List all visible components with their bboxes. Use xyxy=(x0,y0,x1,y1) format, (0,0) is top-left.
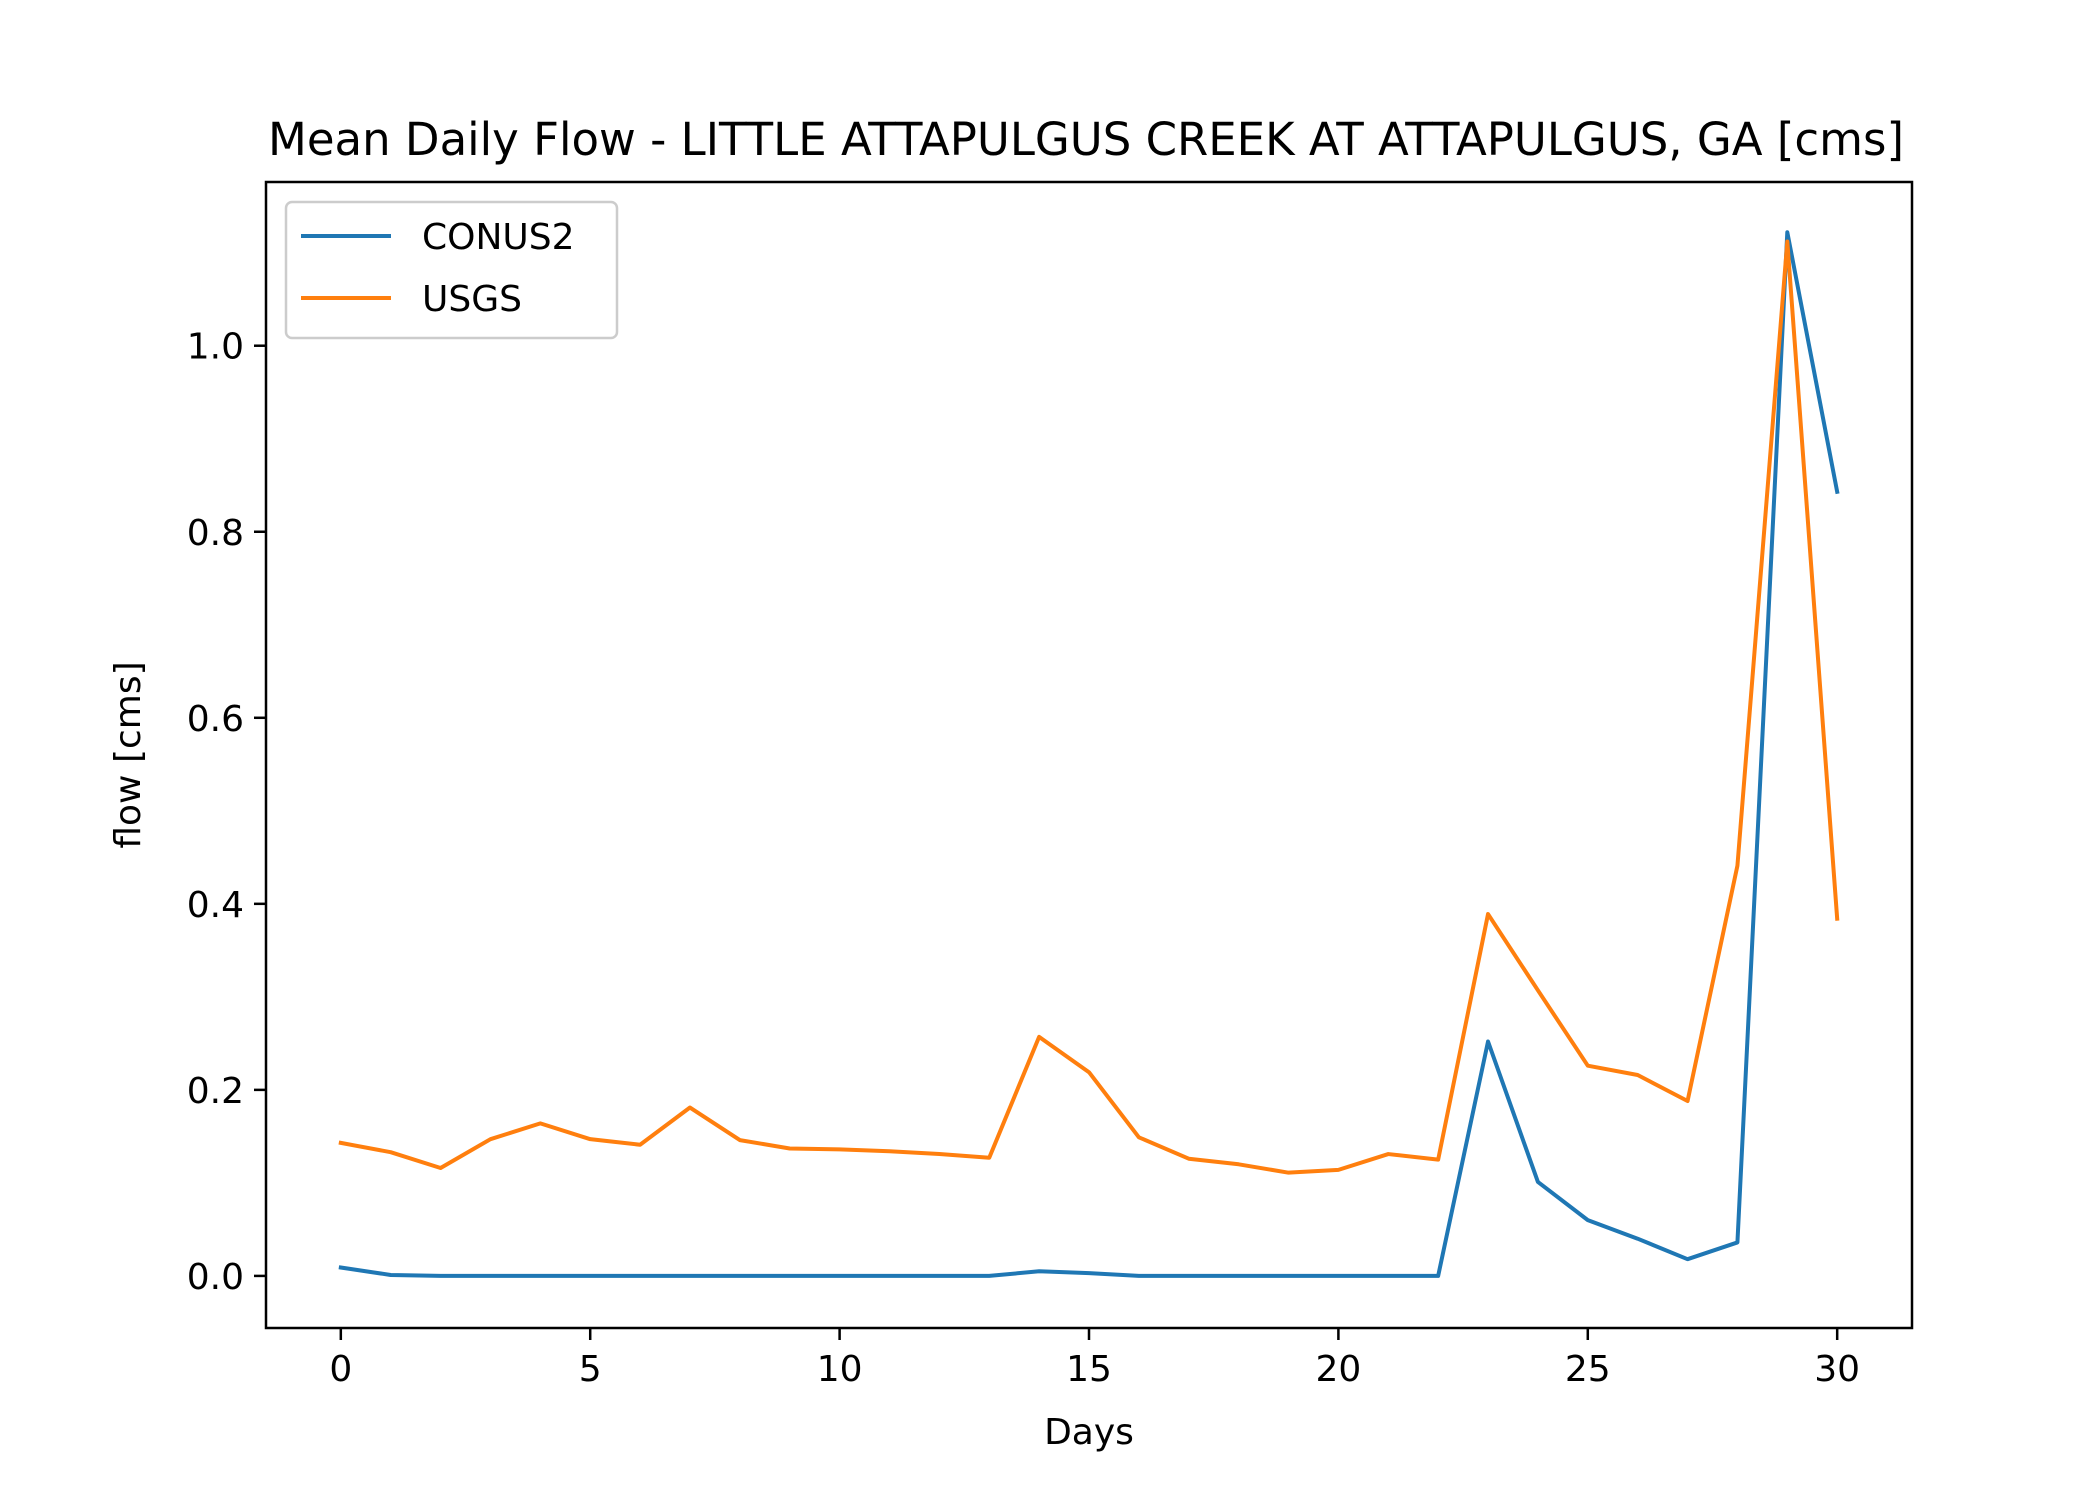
legend-label-usgs: USGS xyxy=(422,279,522,320)
x-tick-label: 20 xyxy=(1315,1349,1361,1390)
chart-title: Mean Daily Flow - LITTLE ATTAPULGUS CREE… xyxy=(268,113,1904,166)
x-tick-label: 30 xyxy=(1814,1349,1860,1390)
series-line-conus2 xyxy=(338,230,1840,1278)
y-tick-label: 1.0 xyxy=(187,327,244,368)
y-tick-label: 0.4 xyxy=(187,885,244,926)
x-axis-ticks: 0 5 10 15 20 25 30 xyxy=(329,1328,1860,1390)
series-lines xyxy=(338,230,1840,1278)
x-axis-label: Days xyxy=(1044,1412,1134,1453)
x-tick-label: 10 xyxy=(817,1349,863,1390)
y-axis-label: flow [cms] xyxy=(108,661,149,848)
series-line-usgs xyxy=(338,239,1840,1175)
x-tick-label: 0 xyxy=(329,1349,352,1390)
x-tick-label: 5 xyxy=(579,1349,602,1390)
legend-label-conus2: CONUS2 xyxy=(422,217,575,258)
x-tick-label: 25 xyxy=(1565,1349,1611,1390)
y-tick-label: 0.8 xyxy=(187,513,244,554)
y-axis-ticks: 0.0 0.2 0.4 0.6 0.8 1.0 xyxy=(187,327,266,1298)
legend: CONUS2 USGS xyxy=(284,200,619,340)
x-tick-label: 15 xyxy=(1066,1349,1112,1390)
y-tick-label: 0.6 xyxy=(187,699,244,740)
y-tick-label: 0.2 xyxy=(187,1071,244,1112)
y-tick-label: 0.0 xyxy=(187,1257,244,1298)
